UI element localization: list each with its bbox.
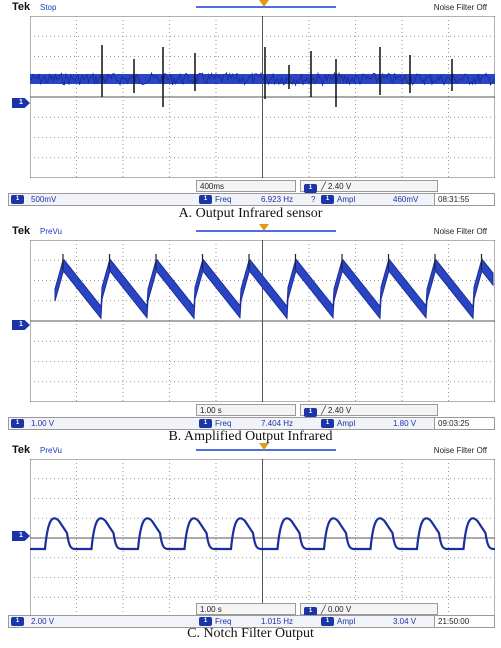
ampl-value: 3.04 V bbox=[393, 617, 417, 626]
trigger-level: ╱ 2.40 V bbox=[321, 406, 352, 415]
brand-logo: Tek bbox=[12, 225, 31, 237]
ampl-value: 1.80 V bbox=[393, 419, 417, 428]
vertical-scale: 1.00 V bbox=[31, 419, 55, 428]
freq-channel-badge: 1 bbox=[199, 617, 212, 626]
trigger-position-marker[interactable] bbox=[259, 0, 269, 7]
waveform-screen[interactable] bbox=[30, 459, 495, 617]
freq-label: Freq bbox=[215, 617, 232, 626]
scope-top-bar: Tek PreVu Noise Filter Off bbox=[0, 224, 501, 240]
trigger-position-marker[interactable] bbox=[259, 224, 269, 231]
clock: 09:03:25 bbox=[434, 418, 494, 429]
freq-value: 7.404 Hz bbox=[261, 419, 294, 428]
record-bar bbox=[196, 6, 336, 8]
ampl-channel-badge: 1 bbox=[321, 617, 334, 626]
channel-ground-marker[interactable]: 1 bbox=[12, 320, 30, 330]
vertical-scale: 2.00 V bbox=[31, 617, 55, 626]
acquisition-state: Stop bbox=[40, 3, 57, 12]
vertical-scale: 500mV bbox=[31, 195, 57, 204]
trigger-channel-badge: 1 bbox=[304, 184, 317, 193]
trigger-readout: 1 ╱ 2.40 V bbox=[300, 180, 438, 193]
record-bar bbox=[196, 449, 336, 451]
noise-filter-status: Noise Filter Off bbox=[433, 446, 487, 455]
sawtooth-trace bbox=[54, 258, 494, 320]
waveform-display bbox=[30, 459, 495, 617]
timebase-readout: 1.00 s bbox=[196, 404, 296, 416]
freq-channel-badge: 1 bbox=[199, 419, 212, 428]
channel-ground-marker[interactable]: 1 bbox=[12, 98, 30, 108]
trigger-level: ╱ 2.40 V bbox=[321, 182, 352, 191]
ampl-label: Ampl bbox=[337, 195, 356, 204]
figure-caption: A. Output Infrared sensor bbox=[178, 206, 323, 221]
ampl-label: Ampl bbox=[337, 419, 356, 428]
scope-top-bar: Tek Stop Noise Filter Off bbox=[0, 0, 501, 16]
waveform-display bbox=[30, 240, 495, 402]
ampl-value: 460mV bbox=[393, 195, 419, 204]
freq-flag: ? bbox=[311, 195, 316, 204]
graticule bbox=[30, 240, 495, 402]
noise-filter-status: Noise Filter Off bbox=[433, 227, 487, 236]
noise-trace bbox=[30, 71, 495, 87]
trigger-channel-badge: 1 bbox=[304, 408, 317, 417]
clock: 21:50:00 bbox=[434, 616, 494, 627]
waveform-display bbox=[30, 16, 495, 178]
waveform-screen[interactable] bbox=[30, 16, 495, 178]
trigger-channel-badge: 1 bbox=[304, 607, 317, 616]
acquisition-state: PreVu bbox=[40, 446, 62, 455]
waveform-screen[interactable] bbox=[30, 240, 495, 402]
channel-badge: 1 bbox=[11, 617, 24, 626]
trigger-readout: 1 ╱ 2.40 V bbox=[300, 404, 438, 417]
brand-logo: Tek bbox=[12, 444, 31, 456]
freq-value: 6.923 Hz bbox=[261, 195, 294, 204]
status-bar: 1 500mV 1 Freq 6.923 Hz ? 1 Ampl 460mV 0… bbox=[8, 193, 495, 206]
brand-logo: Tek bbox=[12, 1, 31, 13]
scope-top-bar: Tek PreVu Noise Filter Off bbox=[0, 443, 501, 459]
freq-channel-badge: 1 bbox=[199, 195, 212, 204]
trigger-level: ╱ 0.00 V bbox=[321, 605, 352, 614]
ampl-label: Ampl bbox=[337, 617, 356, 626]
timebase-readout: 1.00 s bbox=[196, 603, 296, 615]
figure-caption: C. Notch Filter Output bbox=[187, 626, 314, 641]
status-bar: 1 2.00 V 1 Freq 1.015 Hz 1 Ampl 3.04 V 2… bbox=[8, 615, 495, 628]
freq-value: 1.015 Hz bbox=[261, 617, 294, 626]
ampl-channel-badge: 1 bbox=[321, 419, 334, 428]
clock: 08:31:55 bbox=[434, 194, 494, 205]
acquisition-state: PreVu bbox=[40, 227, 62, 236]
pulse-trace bbox=[30, 517, 495, 551]
ampl-channel-badge: 1 bbox=[321, 195, 334, 204]
figure-caption: B. Amplified Output Infrared bbox=[168, 429, 333, 444]
timebase-readout: 400ms bbox=[196, 180, 296, 192]
trigger-position-marker[interactable] bbox=[259, 443, 269, 450]
freq-label: Freq bbox=[215, 419, 232, 428]
channel-ground-marker[interactable]: 1 bbox=[12, 531, 30, 541]
channel-badge: 1 bbox=[11, 419, 24, 428]
channel-badge: 1 bbox=[11, 195, 24, 204]
freq-label: Freq bbox=[215, 195, 232, 204]
status-bar: 1 1.00 V 1 Freq 7.404 Hz 1 Ampl 1.80 V 0… bbox=[8, 417, 495, 430]
trigger-readout: 1 ╱ 0.00 V bbox=[300, 603, 438, 616]
record-bar bbox=[196, 230, 336, 232]
noise-filter-status: Noise Filter Off bbox=[433, 3, 487, 12]
